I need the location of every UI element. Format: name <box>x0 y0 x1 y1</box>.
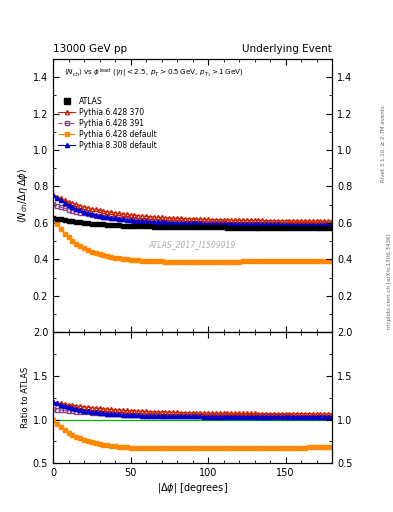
X-axis label: $|\Delta\phi|$ [degrees]: $|\Delta\phi|$ [degrees] <box>157 481 228 495</box>
Y-axis label: Ratio to ATLAS: Ratio to ATLAS <box>21 367 30 429</box>
Text: Underlying Event: Underlying Event <box>242 44 332 54</box>
Y-axis label: $\langle N_{\rm ch}/\Delta\eta\,\Delta\phi\rangle$: $\langle N_{\rm ch}/\Delta\eta\,\Delta\p… <box>16 168 30 223</box>
Text: 13000 GeV pp: 13000 GeV pp <box>53 44 127 54</box>
Text: Rivet 3.1.10, ≥ 2.7M events: Rivet 3.1.10, ≥ 2.7M events <box>381 105 386 182</box>
Text: mcplots.cern.ch [arXiv:1306.3436]: mcplots.cern.ch [arXiv:1306.3436] <box>387 234 391 329</box>
Text: ATLAS_2017_I1509919: ATLAS_2017_I1509919 <box>149 240 236 249</box>
Legend: ATLAS, Pythia 6.428 370, Pythia 6.428 391, Pythia 6.428 default, Pythia 8.308 de: ATLAS, Pythia 6.428 370, Pythia 6.428 39… <box>57 96 158 151</box>
Text: $\langle N_{\rm ch}\rangle$ vs $\phi^{\rm lead}$ ($|\eta|<2.5,\,p_T>0.5\,{\rm Ge: $\langle N_{\rm ch}\rangle$ vs $\phi^{\r… <box>64 67 244 80</box>
